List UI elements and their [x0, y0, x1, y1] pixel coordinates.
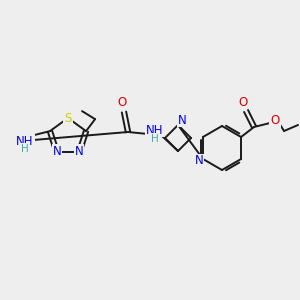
Text: N: N [52, 145, 61, 158]
Text: H: H [21, 144, 29, 154]
Text: H: H [151, 134, 159, 144]
Text: NH: NH [146, 124, 164, 136]
Text: O: O [117, 97, 127, 110]
Text: NH: NH [16, 135, 34, 148]
Text: N: N [75, 145, 83, 158]
Text: N: N [178, 113, 186, 127]
Text: N: N [195, 154, 203, 167]
Text: S: S [64, 112, 72, 124]
Text: O: O [238, 95, 248, 109]
Text: O: O [270, 115, 280, 128]
